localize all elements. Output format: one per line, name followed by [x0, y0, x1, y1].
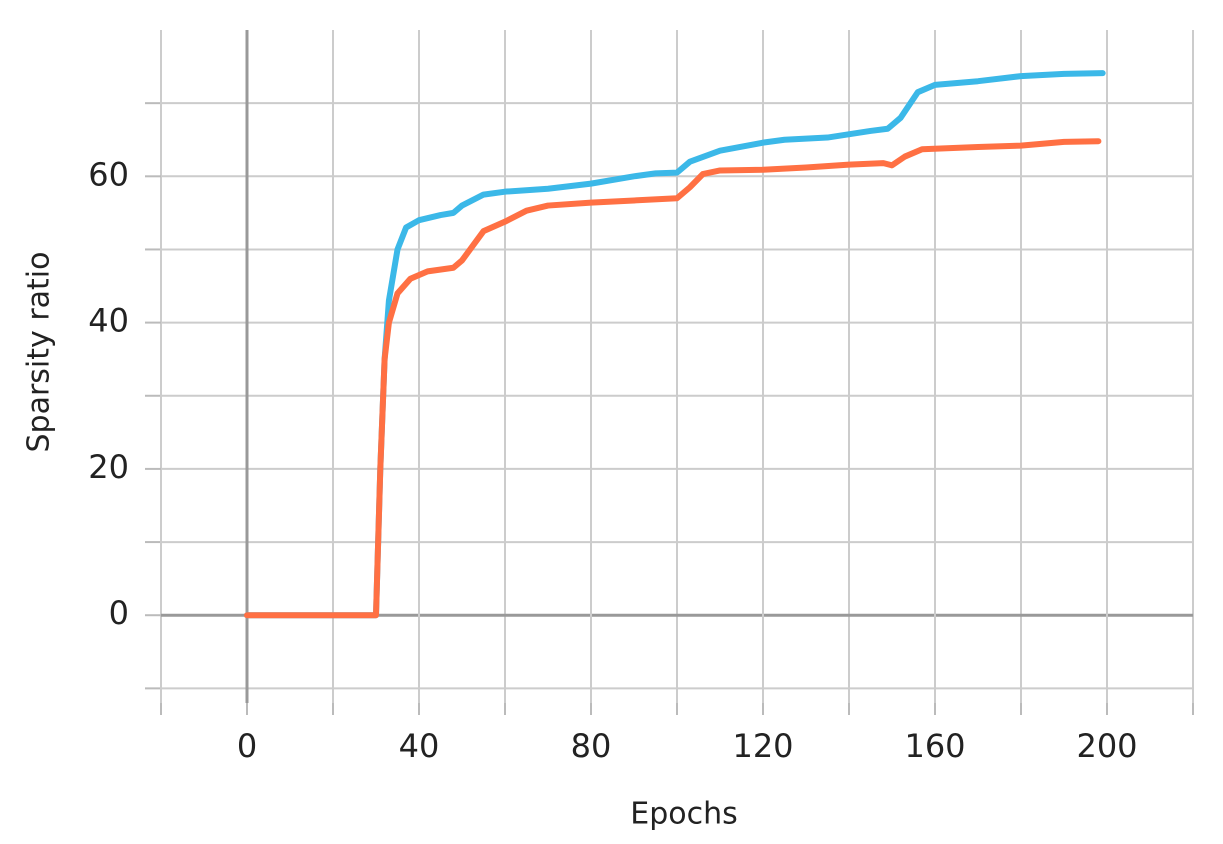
x-axis-label: Epochs — [630, 797, 738, 832]
y-tick-label: 60 — [88, 155, 129, 193]
y-tick-label: 20 — [88, 448, 129, 486]
x-tick-label: 80 — [571, 727, 612, 765]
x-tick-label: 160 — [904, 727, 965, 765]
x-tick-label: 0 — [237, 727, 257, 765]
series-line — [244, 138, 1102, 619]
x-tick-label: 200 — [1076, 727, 1137, 765]
y-tick-label: 40 — [88, 302, 129, 340]
y-tick-label: 0 — [109, 594, 129, 632]
x-tick-label: 40 — [399, 727, 440, 765]
series-line — [244, 70, 1106, 619]
y-axis-label: Sparsity ratio — [22, 252, 57, 453]
x-tick-label: 120 — [732, 727, 793, 765]
